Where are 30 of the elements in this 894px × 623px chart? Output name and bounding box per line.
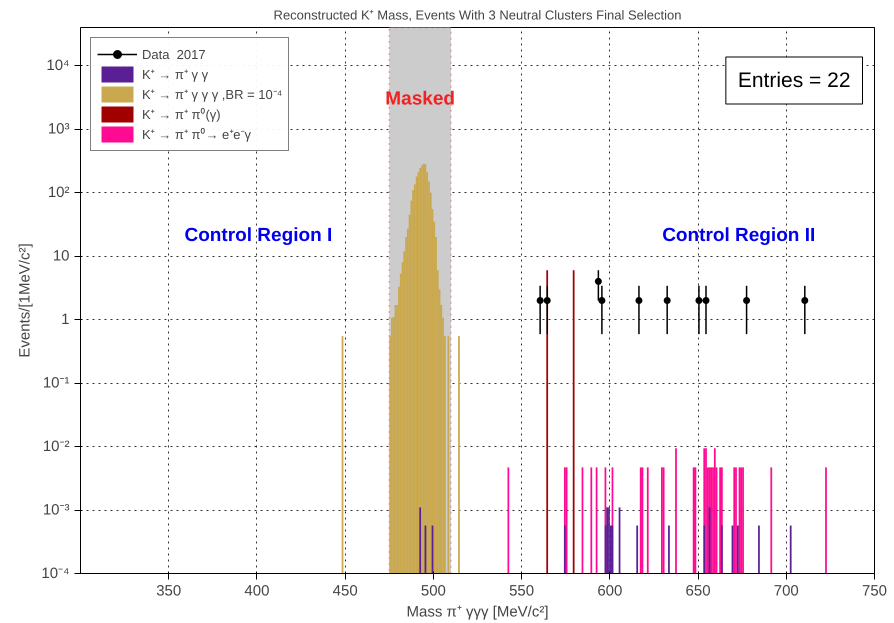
x-tick-label: 400: [244, 582, 270, 600]
legend-label: K⁺ → π⁺ π⁰→ e⁺e⁻γ: [142, 126, 252, 143]
x-tick-label: 750: [862, 582, 888, 600]
y-tick-label: 10³: [48, 120, 70, 138]
legend-label: Data 2017: [142, 46, 206, 63]
y-tick-label: 1: [61, 311, 70, 328]
legend-label: K⁺ → π⁺ γ γ γ ,BR = 10⁻⁴: [142, 86, 282, 103]
x-tick-label: 700: [774, 582, 799, 600]
x-axis-title: Mass π⁺ γγγ [MeV/c²]: [406, 604, 549, 620]
x-tick-label: 350: [156, 582, 182, 600]
y-tick-label: 10: [52, 248, 70, 265]
legend-label: K⁺ → π⁺ γ γ: [142, 66, 208, 83]
annotation: Control Region II: [662, 224, 816, 246]
x-tick-label: 650: [686, 582, 711, 600]
x-tick-label: 450: [332, 582, 358, 600]
y-tick-label: 10⁴: [46, 57, 70, 74]
chart-title: Reconstructed K⁺ Mass, Events With 3 Neutral Clusters Final Selection: [274, 8, 682, 22]
legend-label: K⁺ → π⁺ π⁰(γ): [142, 106, 221, 123]
y-axis-title: Events/[1MeV/c²]: [16, 243, 34, 358]
annotation: Control Region I: [184, 224, 332, 246]
y-tick-label: 10⁻²: [42, 438, 70, 456]
y-tick-label: 10²: [48, 184, 70, 202]
annotation: Entries = 22: [738, 68, 851, 92]
band-label: Masked: [385, 88, 456, 110]
y-tick-label: 10⁻¹: [42, 374, 70, 392]
y-tick-label: 10⁻³: [42, 502, 70, 519]
x-tick-label: 600: [597, 582, 622, 600]
x-tick-label: 550: [509, 582, 534, 600]
x-tick-label: 500: [420, 582, 446, 600]
y-tick-label: 10⁻⁴: [41, 565, 70, 582]
